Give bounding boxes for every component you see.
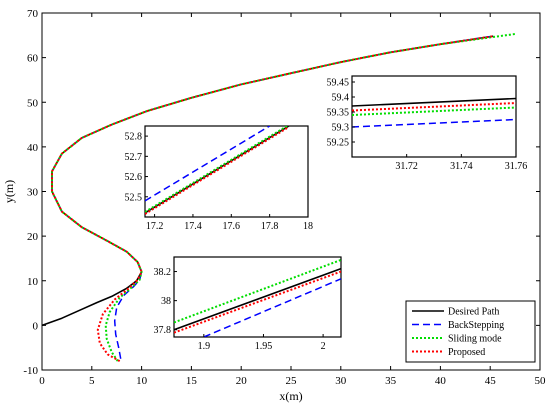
inset-frame	[173, 256, 342, 338]
legend-entry-label: Desired Path	[448, 307, 499, 318]
inset-y-tick-label: 38	[161, 296, 171, 307]
inset-y-tick-label: 52.7	[125, 152, 143, 163]
inset-series-line	[174, 267, 341, 331]
inset-series-line	[174, 270, 341, 334]
inset-x-tick-label: 1.95	[255, 341, 273, 352]
x-tick-label: 20	[236, 375, 248, 387]
x-tick-label: 35	[385, 375, 397, 387]
inset-y-tick-label: 52.5	[125, 192, 143, 203]
inset-series-line	[203, 278, 341, 337]
x-tick-label: 40	[435, 375, 447, 387]
inset-y-tick-label: 37.8	[154, 325, 172, 336]
inset-x-tick-label: 17.4	[184, 221, 202, 232]
inset-x-tick-label: 1.9	[198, 341, 211, 352]
inset-series-line	[145, 126, 290, 215]
inset-lines	[174, 258, 341, 337]
inset-middle: 17.2 17.4 17.6 17.8 18 52.5 52.6 52.7 52.8	[125, 125, 313, 232]
inset-lines	[145, 126, 290, 215]
x-tick-label: 5	[89, 375, 95, 387]
inset-x-tick-label: 18	[303, 221, 313, 232]
x-tick-label: 0	[39, 375, 45, 387]
x-axis-label: x(m)	[279, 389, 302, 403]
inset-series-line	[352, 102, 516, 112]
inset-series-line	[145, 126, 271, 202]
inset-y-tick-label: 59.25	[327, 138, 350, 149]
inset-x-tick-label: 17.8	[261, 221, 279, 232]
y-tick-label: 40	[27, 142, 39, 154]
inset-x-tick-label: 31.74	[450, 161, 473, 172]
inset-series-line	[352, 118, 516, 128]
x-tick-label: 25	[286, 375, 298, 387]
y-tick-label: 20	[27, 231, 39, 243]
x-tick-label: 15	[186, 375, 198, 387]
y-tick-label: 50	[27, 97, 39, 109]
inset-series-line	[145, 126, 290, 213]
inset-y-tick-label: 59.45	[327, 78, 350, 89]
y-axis-label: y(m)	[2, 180, 16, 203]
inset-y-tick-label: 52.8	[125, 132, 143, 143]
inset-y-tick-label: 59.4	[332, 93, 350, 104]
inset-y-tick-label: 59.35	[327, 108, 350, 119]
inset-plots: 31.72 31.74 31.76 59.25 59.3 59.35 59.4 59.45 17…	[125, 75, 528, 352]
x-tick-label: 30	[335, 375, 347, 387]
inset-frame	[144, 125, 309, 218]
y-tick-label: -10	[23, 365, 38, 377]
inset-bottom: 1.9 1.95 2 37.8 38 38.2	[154, 256, 342, 352]
inset-series-line	[352, 97, 516, 107]
inset-lines	[352, 97, 516, 128]
inset-x-tick-label: 31.76	[505, 161, 528, 172]
y-tick-label: 0	[33, 320, 39, 332]
series-line-4	[51, 35, 494, 362]
inset-y-tick-label: 59.3	[332, 123, 350, 134]
inset-frame	[351, 75, 517, 158]
y-tick-label: 30	[27, 187, 39, 199]
inset-x-tick-label: 17.2	[146, 221, 164, 232]
inset-x-tick-label: 31.72	[395, 161, 418, 172]
legend-entry-label: Proposed	[448, 347, 485, 358]
y-tick-label: 10	[27, 276, 39, 288]
y-tick-label: 60	[27, 53, 39, 65]
inset-series-line	[352, 106, 516, 116]
y-tick-label: 70	[27, 8, 39, 20]
inset-y-tick-label: 52.6	[125, 172, 143, 183]
inset-y-tick-label: 38.2	[154, 267, 172, 278]
x-tick-label: 50	[535, 375, 547, 387]
legend-entry-label: Sliding mode	[448, 334, 502, 345]
inset-x-tick-label: 17.6	[223, 221, 241, 232]
x-tick-label: 45	[485, 375, 497, 387]
x-tick-label: 10	[136, 375, 148, 387]
legend: Desired Path BackStepping Sliding mode Prop…	[405, 300, 536, 363]
legend-entry-label: BackStepping	[448, 320, 504, 331]
inset-top-right: 31.72 31.74 31.76 59.25 59.3 59.35 59.4 59.45	[327, 75, 528, 172]
inset-series-line	[174, 258, 341, 324]
inset-x-tick-label: 2	[321, 341, 326, 352]
